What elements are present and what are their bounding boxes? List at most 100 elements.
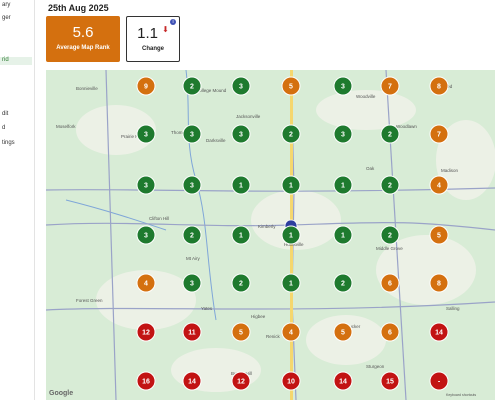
rank-circle <box>429 273 449 293</box>
rank-pin[interactable]: 1 <box>281 175 301 195</box>
rank-pin[interactable]: 15 <box>380 371 400 391</box>
rank-pin[interactable]: 4 <box>281 322 301 342</box>
rank-pin[interactable]: 4 <box>429 175 449 195</box>
rank-pin[interactable]: 1 <box>231 175 251 195</box>
rank-circle <box>380 76 400 96</box>
rank-pin[interactable]: 5 <box>333 322 353 342</box>
rank-circle <box>136 175 156 195</box>
rank-pin[interactable]: 12 <box>231 371 251 391</box>
card-value: 5.6 <box>72 24 94 41</box>
rank-pin[interactable]: 6 <box>380 322 400 342</box>
rank-circle <box>429 124 449 144</box>
place-label: Bonnieville <box>76 86 98 91</box>
rank-pin[interactable]: 1 <box>281 225 301 245</box>
rank-pin[interactable]: 5 <box>281 76 301 96</box>
rank-pin[interactable]: 12 <box>136 322 156 342</box>
rank-label: 2 <box>341 281 345 288</box>
rank-pin[interactable]: 16 <box>136 371 156 391</box>
rank-label: 14 <box>188 379 196 386</box>
rank-circle <box>333 225 353 245</box>
rank-pin[interactable]: 1 <box>281 273 301 293</box>
rank-pin[interactable]: 3 <box>333 124 353 144</box>
place-label: Sturgeon <box>366 364 385 369</box>
rank-label: 5 <box>239 330 243 337</box>
nav-item[interactable]: tings <box>2 140 15 146</box>
rank-pin[interactable]: 1 <box>333 225 353 245</box>
nav-item[interactable]: dit <box>2 111 9 117</box>
rank-circle <box>182 76 202 96</box>
rank-pin[interactable]: 1 <box>333 175 353 195</box>
rank-pin[interactable]: 6 <box>380 273 400 293</box>
rank-circle <box>281 273 301 293</box>
rank-circle <box>281 76 301 96</box>
rank-label: 1 <box>289 183 293 190</box>
rank-pin[interactable]: 5 <box>231 322 251 342</box>
rank-label: 1 <box>239 183 243 190</box>
rank-label: 3 <box>190 281 194 288</box>
rank-circle <box>136 124 156 144</box>
rank-circle <box>380 322 400 342</box>
nav-item[interactable]: d <box>2 125 6 131</box>
rank-pin[interactable]: 2 <box>380 124 400 144</box>
rank-pin[interactable]: 3 <box>182 273 202 293</box>
rank-pin[interactable]: 7 <box>429 124 449 144</box>
rank-pin[interactable]: 2 <box>380 225 400 245</box>
place-label: Rucker <box>346 324 361 329</box>
map-shortcuts: Keyboard shortcuts <box>446 393 476 397</box>
rank-pin[interactable]: 3 <box>231 76 251 96</box>
rank-circle <box>380 124 400 144</box>
rank-pin[interactable]: 14 <box>182 371 202 391</box>
rank-pin[interactable]: 14 <box>333 371 353 391</box>
rank-label: 16 <box>142 379 150 386</box>
rank-label: 12 <box>237 379 245 386</box>
rank-label: 4 <box>289 330 293 337</box>
place-label: Renick <box>266 334 281 339</box>
rank-pin[interactable]: 2 <box>231 273 251 293</box>
rank-pin[interactable]: 5 <box>429 225 449 245</box>
nav-item[interactable]: ger <box>2 15 11 21</box>
rank-pin[interactable]: 2 <box>182 76 202 96</box>
rank-pin[interactable]: 3 <box>136 225 156 245</box>
rank-pin[interactable]: 7 <box>380 76 400 96</box>
rank-label: 1 <box>341 233 345 240</box>
rank-pin[interactable]: 14 <box>429 322 449 342</box>
rank-label: 2 <box>239 281 243 288</box>
rank-circle <box>231 273 251 293</box>
rank-pin[interactable]: 3 <box>231 124 251 144</box>
rank-label: 2 <box>388 132 392 139</box>
rank-pin[interactable]: 4 <box>136 273 156 293</box>
nav-item[interactable]: ary <box>2 2 11 8</box>
rank-label: 3 <box>144 132 148 139</box>
rank-pin[interactable]: 3 <box>136 124 156 144</box>
rank-pin[interactable]: 8 <box>429 273 449 293</box>
rank-pin[interactable]: 11 <box>182 322 202 342</box>
rank-label: 3 <box>190 132 194 139</box>
place-label: Jacksonville <box>236 114 261 119</box>
rank-circle <box>182 225 202 245</box>
rank-circle <box>136 76 156 96</box>
rank-circle <box>380 273 400 293</box>
rank-pin[interactable]: 2 <box>281 124 301 144</box>
rank-pin[interactable]: - <box>429 371 449 391</box>
rank-pin[interactable]: 2 <box>333 273 353 293</box>
nav-item[interactable]: rid <box>0 57 32 65</box>
map[interactable]: Bonnieville College Mound Jacksonville Wood… <box>46 70 495 400</box>
rank-pin[interactable]: 8 <box>429 76 449 96</box>
rank-pin[interactable]: 9 <box>136 76 156 96</box>
rank-pin[interactable]: 2 <box>380 175 400 195</box>
place-label: Salling <box>446 306 460 311</box>
rank-pin[interactable]: 2 <box>182 225 202 245</box>
rank-label: 1 <box>341 183 345 190</box>
open-land <box>76 90 495 392</box>
place-label: Clifton Hill <box>149 216 169 221</box>
rank-pin[interactable]: 1 <box>231 225 251 245</box>
rank-pin[interactable]: 3 <box>333 76 353 96</box>
rank-pin[interactable]: 3 <box>182 175 202 195</box>
rank-label: 2 <box>388 233 392 240</box>
rank-circle <box>231 371 251 391</box>
rank-circle <box>182 322 202 342</box>
rank-pin[interactable]: 3 <box>136 175 156 195</box>
rank-pin[interactable]: 3 <box>182 124 202 144</box>
info-icon[interactable]: i <box>170 19 176 25</box>
rank-pin[interactable]: 10 <box>281 371 301 391</box>
